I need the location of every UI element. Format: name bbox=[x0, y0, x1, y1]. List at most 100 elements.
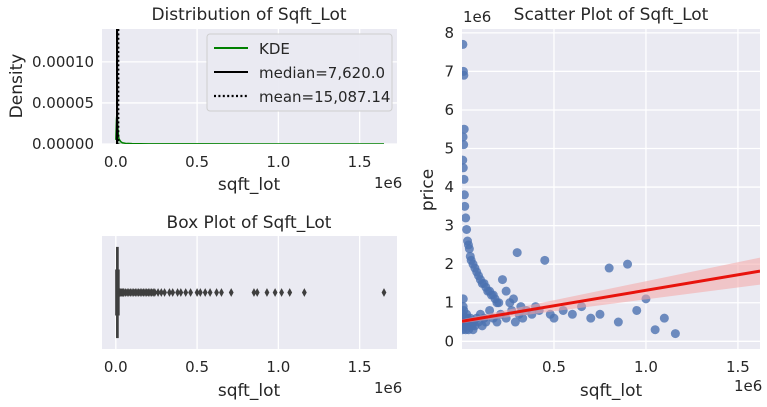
y-offset-label: 1e6 bbox=[463, 8, 491, 26]
y-tick-label: 0.00010 bbox=[32, 53, 94, 71]
x-axis-label: sqft_lot bbox=[218, 381, 281, 401]
outlier-point bbox=[183, 288, 189, 297]
x-tick-label: 1.5 bbox=[726, 358, 750, 376]
x-tick-label: 0.0 bbox=[104, 358, 128, 376]
distribution-panel: 0.00000 0.00005 0.00010 0.0 0.5 1.0 1.5 Distr… bbox=[7, 5, 402, 195]
chart-title: Distribution of Sqft_Lot bbox=[151, 5, 346, 25]
outlier-point bbox=[158, 288, 164, 297]
outlier-point bbox=[167, 288, 172, 297]
scatter-point bbox=[761, 310, 767, 319]
outlier-point bbox=[264, 288, 270, 297]
scatter-point bbox=[613, 317, 623, 327]
scatter-point bbox=[659, 313, 669, 323]
regression-ci-band bbox=[462, 257, 760, 324]
x-tick-label: 1.5 bbox=[348, 358, 372, 376]
outlier-point bbox=[254, 288, 260, 297]
outlier-point bbox=[202, 288, 208, 297]
legend-mean-label: mean=15,087.14 bbox=[259, 88, 390, 106]
scatter-point bbox=[462, 124, 469, 134]
scatter-point bbox=[623, 259, 633, 269]
scatter-point bbox=[567, 309, 577, 319]
chart-title: Scatter Plot of Sqft_Lot bbox=[514, 5, 709, 25]
x-offset-label: 1e6 bbox=[374, 174, 402, 192]
regression-layer bbox=[462, 257, 760, 324]
outlier-point bbox=[251, 288, 257, 297]
outlier-point bbox=[219, 288, 224, 297]
scatter-point bbox=[549, 313, 559, 323]
y-tick-label: 1 bbox=[444, 294, 454, 312]
box-layer bbox=[115, 246, 387, 339]
legend-median-label: median=7,620.0 bbox=[259, 64, 385, 82]
scatter-point bbox=[604, 263, 614, 273]
scatter-point bbox=[462, 174, 469, 184]
scatter-panel: 0 1 2 3 4 5 6 7 8 0.5 1.0 1.5 Scatter Plot of Sqft… bbox=[418, 5, 767, 401]
outlier-point bbox=[155, 288, 161, 297]
chart-title: Box Plot of Sqft_Lot bbox=[167, 213, 332, 233]
outlier-point bbox=[272, 288, 278, 297]
scatter-point bbox=[518, 313, 528, 323]
y-tick-label: 2 bbox=[444, 255, 454, 273]
scatter-point bbox=[509, 294, 519, 304]
outlier-point bbox=[170, 288, 176, 297]
y-tick-label: 6 bbox=[444, 101, 454, 119]
legend-kde-label: KDE bbox=[259, 40, 290, 58]
scatter-point bbox=[462, 163, 468, 173]
x-tick-label: 0.5 bbox=[185, 153, 209, 171]
scatter-point bbox=[462, 70, 469, 80]
outlier-point bbox=[301, 288, 307, 297]
x-tick-label: 0.0 bbox=[104, 153, 128, 171]
scatter-point bbox=[485, 305, 495, 315]
scatter-point bbox=[462, 224, 472, 234]
x-offset-label: 1e6 bbox=[374, 379, 402, 397]
scatter-point bbox=[501, 286, 511, 296]
outlier-point bbox=[178, 288, 184, 297]
boxplot-panel: 0.0 0.5 1.0 1.5 Box Plot of Sqft_Lot sqft_l… bbox=[102, 213, 402, 401]
scatter-point bbox=[462, 132, 468, 142]
scatter-point bbox=[462, 190, 469, 200]
scatter-point bbox=[595, 309, 605, 319]
outlier-point bbox=[197, 288, 203, 297]
scatter-point bbox=[510, 317, 520, 327]
x-tick-label: 1.0 bbox=[266, 358, 290, 376]
scatter-point bbox=[670, 329, 680, 339]
y-tick-label: 4 bbox=[444, 178, 454, 196]
x-tick-label: 1.5 bbox=[348, 153, 372, 171]
scatter-point bbox=[462, 213, 471, 223]
x-tick-labels: 0.5 1.0 1.5 bbox=[542, 358, 750, 376]
outlier-point bbox=[194, 288, 200, 297]
scatter-point bbox=[462, 201, 470, 211]
x-tick-labels: 0.0 0.5 1.0 1.5 bbox=[104, 358, 372, 376]
outlier-point bbox=[287, 288, 293, 297]
outlier-point bbox=[152, 288, 158, 297]
x-tick-label: 0.5 bbox=[185, 358, 209, 376]
x-axis-label: sqft_lot bbox=[580, 381, 643, 401]
scatter-point bbox=[462, 294, 468, 304]
y-tick-label: 0.00005 bbox=[32, 94, 94, 112]
x-tick-label: 0.5 bbox=[542, 358, 566, 376]
scatter-point bbox=[462, 140, 469, 150]
outlier-point bbox=[228, 288, 234, 297]
y-tick-label: 8 bbox=[444, 24, 454, 42]
outlier-point bbox=[279, 288, 285, 297]
y-tick-label: 5 bbox=[444, 140, 454, 158]
outlier-point bbox=[175, 288, 180, 297]
scatter-point bbox=[494, 298, 504, 308]
scatter-point bbox=[540, 255, 550, 265]
y-tick-label: 0.00000 bbox=[32, 135, 94, 153]
scatter-point bbox=[586, 313, 596, 323]
outlier-point bbox=[214, 288, 219, 297]
x-axis-label: sqft_lot bbox=[218, 175, 281, 195]
legend-box bbox=[206, 33, 393, 112]
y-tick-labels: 0 1 2 3 4 5 6 7 8 bbox=[444, 24, 454, 350]
scatter-point bbox=[512, 248, 522, 258]
scatter-point bbox=[464, 244, 474, 254]
reference-lines bbox=[115, 29, 120, 144]
scatter-point bbox=[492, 317, 502, 327]
outlier-point bbox=[162, 288, 167, 297]
x-offset-label: 1e6 bbox=[734, 377, 762, 395]
regression-line bbox=[462, 269, 760, 323]
y-tick-label: 0 bbox=[444, 332, 454, 350]
y-tick-label: 7 bbox=[444, 62, 454, 80]
y-axis-label: price bbox=[418, 169, 438, 211]
